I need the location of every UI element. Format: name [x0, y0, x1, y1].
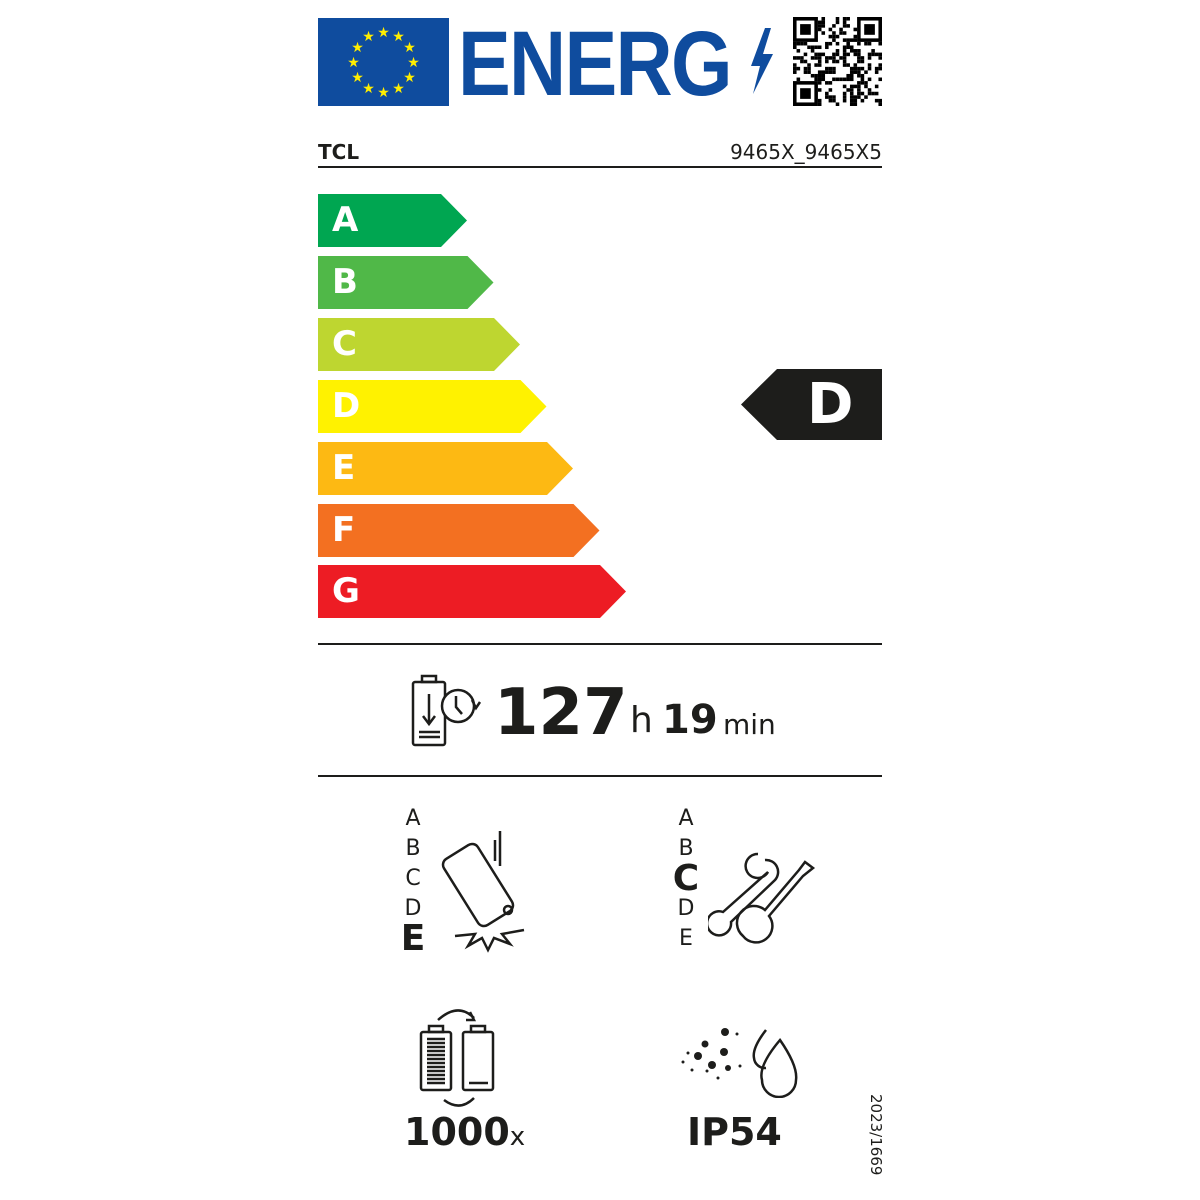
energy-class-bar-d: D [318, 379, 547, 433]
endurance-hours-unit: h [630, 700, 653, 741]
repairability-rating: C [672, 858, 700, 899]
eu-flag-icon: ★ ★ ★ ★ ★ ★ ★ ★ ★ ★ ★ ★ [318, 18, 449, 106]
svg-text:★: ★ [351, 70, 364, 86]
svg-text:★: ★ [347, 55, 360, 71]
energy-class-bar-f: F [318, 503, 600, 557]
lightning-icon [751, 28, 773, 94]
battery-cycles-value: 1000 [404, 1110, 510, 1154]
tools-icon [708, 852, 816, 944]
energy-class-letter: C [332, 323, 357, 364]
divider [318, 775, 882, 777]
divider [318, 166, 882, 168]
svg-text:★: ★ [392, 81, 405, 97]
svg-text:★: ★ [403, 40, 416, 56]
energy-class-letter: A [332, 200, 359, 240]
energy-class-bar-a: A [318, 194, 467, 247]
scale-letter: D [404, 896, 422, 921]
endurance-hours: 127 [494, 676, 628, 750]
supplier-name: TCL [318, 140, 360, 164]
endurance-minutes-unit: min [723, 708, 776, 741]
svg-text:★: ★ [377, 85, 390, 101]
scale-letter: B [405, 836, 421, 861]
battery-cycles-icon [419, 1009, 495, 1107]
svg-text:★: ★ [362, 29, 375, 45]
scale-letter: D [677, 896, 695, 921]
energy-class-bar-g: G [318, 565, 626, 619]
model-identifier: 9465X_9465X5 [730, 140, 882, 164]
dust-water-icon [681, 1028, 798, 1098]
svg-text:★: ★ [351, 40, 364, 56]
energy-class-letter: B [332, 261, 358, 302]
energy-rating-letter: D [807, 372, 854, 437]
svg-text:★: ★ [377, 25, 390, 41]
svg-text:★: ★ [403, 70, 416, 86]
ingress-protection: IP54 [687, 1110, 782, 1154]
drop-resistance-rating: E [400, 918, 426, 959]
drop-resistance-scale: A B C D E [398, 804, 428, 959]
energy-class-bar-c: C [318, 317, 520, 371]
scale-letter: B [678, 836, 694, 861]
energy-logo-text: ENERG [458, 13, 732, 115]
repairability-scale: A B C D E [671, 804, 701, 954]
divider [318, 643, 882, 645]
energy-class-letter: F [332, 509, 356, 550]
energy-class-bar-e: E [318, 441, 573, 495]
scale-letter: C [405, 866, 421, 891]
battery-cycles: 1000x [404, 1110, 525, 1154]
battery-cycles-unit: x [509, 1122, 526, 1152]
drop-phone-icon [441, 831, 525, 953]
svg-text:★: ★ [392, 29, 405, 45]
svg-text:★: ★ [362, 81, 375, 97]
energy-class-letter: G [332, 571, 360, 612]
qr-code-icon[interactable] [793, 17, 882, 106]
scale-letter: E [679, 926, 693, 951]
endurance-minutes: 19 [662, 697, 718, 743]
scale-letter: A [678, 806, 694, 831]
energy-class-bar-b: B [318, 255, 494, 309]
energy-rating-arrow: D [741, 369, 882, 440]
energy-class-letter: D [332, 385, 361, 426]
svg-text:★: ★ [407, 55, 420, 71]
battery-endurance-icon [411, 674, 482, 747]
scale-letter: A [405, 806, 421, 831]
regulation-number: 2023/1669 [867, 1094, 885, 1176]
energy-class-letter: E [332, 447, 356, 488]
